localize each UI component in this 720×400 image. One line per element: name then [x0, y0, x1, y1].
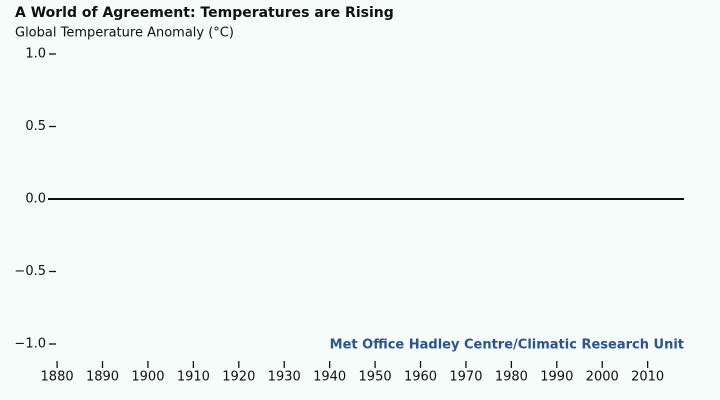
y-tick-label: 0.5 — [25, 119, 46, 134]
y-axis-label: Global Temperature Anomaly (°C) — [15, 26, 234, 41]
x-tick-label: 1930 — [268, 370, 301, 385]
x-tick-label: 1880 — [41, 370, 74, 385]
x-tick-label: 1970 — [449, 370, 482, 385]
x-tick-label: 2010 — [631, 370, 664, 385]
y-tick-label: −1.0 — [14, 337, 46, 352]
x-tick-label: 1960 — [404, 370, 437, 385]
x-tick-label: 1980 — [495, 370, 528, 385]
y-tick-label: 1.0 — [25, 47, 46, 62]
x-tick-label: 1920 — [222, 370, 255, 385]
x-tick-label: 1990 — [540, 370, 573, 385]
source-annotation: Met Office Hadley Centre/Climatic Resear… — [330, 338, 684, 353]
y-tick-label: −0.5 — [14, 264, 46, 279]
x-tick-label: 1900 — [131, 370, 164, 385]
x-tick-label: 1890 — [86, 370, 119, 385]
x-tick-label: 1910 — [177, 370, 210, 385]
x-tick-label: 2000 — [586, 370, 619, 385]
y-tick-label: 0.0 — [25, 192, 46, 207]
x-tick-label: 1950 — [359, 370, 392, 385]
x-tick-label: 1940 — [313, 370, 346, 385]
chart-title: A World of Agreement: Temperatures are R… — [15, 5, 394, 21]
